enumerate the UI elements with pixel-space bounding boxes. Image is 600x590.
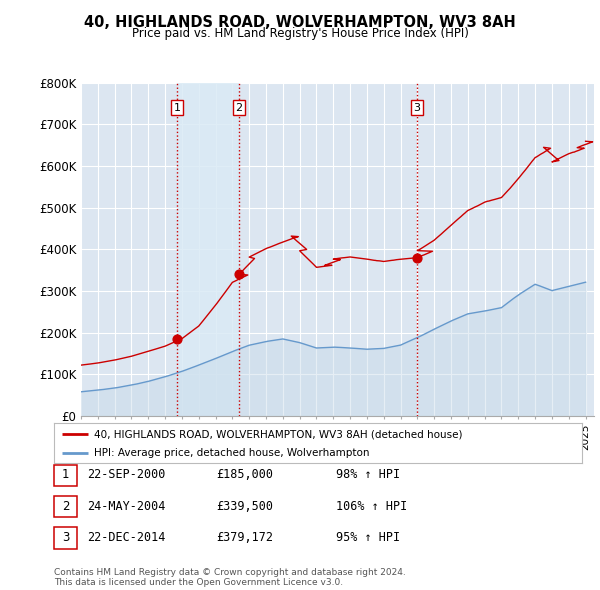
Point	[235, 270, 244, 279]
Text: 22-SEP-2000: 22-SEP-2000	[87, 468, 166, 481]
Bar	[177, 83, 239, 416]
Text: HPI: Average price, detached house, Wolverhampton: HPI: Average price, detached house, Wolv…	[94, 448, 369, 458]
Text: 1: 1	[62, 468, 69, 481]
Text: 40, HIGHLANDS ROAD, WOLVERHAMPTON, WV3 8AH (detached house): 40, HIGHLANDS ROAD, WOLVERHAMPTON, WV3 8…	[94, 430, 462, 440]
Point	[172, 334, 182, 343]
Text: Contains HM Land Registry data © Crown copyright and database right 2024.
This d: Contains HM Land Registry data © Crown c…	[54, 568, 406, 587]
Text: 3: 3	[413, 103, 421, 113]
Text: 2: 2	[236, 103, 242, 113]
Text: 3: 3	[62, 531, 69, 544]
Text: 95% ↑ HPI: 95% ↑ HPI	[336, 531, 400, 544]
Text: 106% ↑ HPI: 106% ↑ HPI	[336, 500, 407, 513]
Text: £339,500: £339,500	[216, 500, 273, 513]
Text: 40, HIGHLANDS ROAD, WOLVERHAMPTON, WV3 8AH: 40, HIGHLANDS ROAD, WOLVERHAMPTON, WV3 8…	[84, 15, 516, 30]
Text: 22-DEC-2014: 22-DEC-2014	[87, 531, 166, 544]
Text: 2: 2	[62, 500, 69, 513]
Point	[412, 253, 422, 263]
Text: £379,172: £379,172	[216, 531, 273, 544]
Text: 98% ↑ HPI: 98% ↑ HPI	[336, 468, 400, 481]
Text: £185,000: £185,000	[216, 468, 273, 481]
Text: 1: 1	[174, 103, 181, 113]
Text: 24-MAY-2004: 24-MAY-2004	[87, 500, 166, 513]
Text: Price paid vs. HM Land Registry's House Price Index (HPI): Price paid vs. HM Land Registry's House …	[131, 27, 469, 40]
